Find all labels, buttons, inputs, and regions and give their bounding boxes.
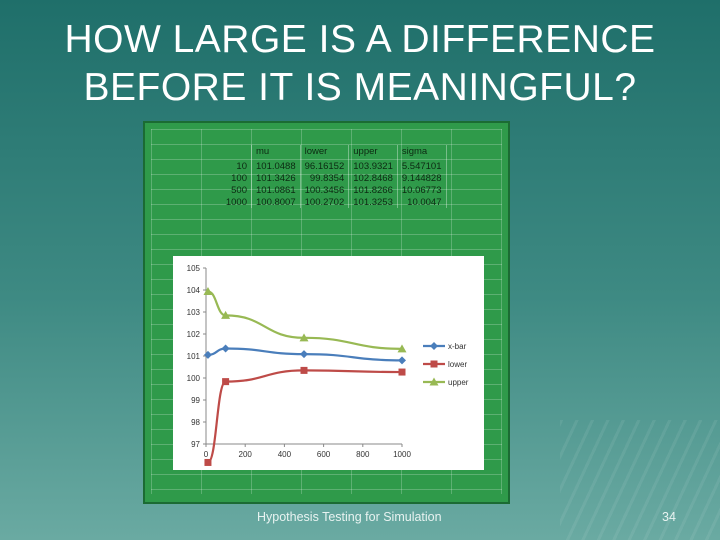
series-line-x-bar bbox=[207, 347, 403, 362]
data-point-upper bbox=[299, 333, 309, 342]
slide-title: HOW LARGE IS A DIFFERENCE BEFORE IT IS M… bbox=[0, 16, 720, 112]
chart-canvas: 105 104 103 102 101 100 99 98 97 0 200 400 600 800 100… bbox=[187, 264, 469, 466]
legend-marker-lower bbox=[430, 360, 438, 368]
table-cell: 10.0047 bbox=[397, 196, 447, 208]
table-row: 500 101.0861 100.3456 101.8266 10.06773 bbox=[217, 184, 447, 196]
y-tick-label: 104 bbox=[187, 286, 201, 295]
header-cell-sigma: sigma bbox=[397, 145, 447, 160]
x-tick-label: 1000 bbox=[393, 450, 411, 459]
header-cell-blank bbox=[217, 145, 252, 160]
table-cell: 100.2702 bbox=[300, 196, 350, 208]
x-tick-label: 0 bbox=[204, 450, 209, 459]
table-cell: 1000 bbox=[217, 196, 252, 208]
slide-footer: Hypothesis Testing for Simulation bbox=[257, 510, 442, 524]
table-cell: 100.8007 bbox=[251, 196, 301, 208]
data-point-x-bar bbox=[203, 350, 212, 359]
table-cell: 10.06773 bbox=[397, 184, 447, 196]
data-point-upper bbox=[221, 310, 231, 319]
table-cell: 103.9321 bbox=[348, 160, 398, 172]
data-point-upper bbox=[203, 286, 213, 295]
data-point-x-bar bbox=[221, 344, 230, 353]
y-tick-label: 99 bbox=[191, 396, 200, 405]
data-point-x-bar bbox=[398, 356, 406, 365]
x-tick-label: 600 bbox=[317, 450, 331, 459]
y-tick-label: 102 bbox=[187, 330, 201, 339]
series-line-lower bbox=[206, 369, 403, 464]
legend-label-upper: upper bbox=[448, 378, 469, 387]
x-tick-label: 400 bbox=[278, 450, 292, 459]
legend-marker-upper bbox=[429, 377, 439, 386]
header-cell-upper: upper bbox=[348, 145, 398, 160]
title-line-2: BEFORE IT IS MEANINGFUL? bbox=[83, 66, 637, 109]
title-line-1: HOW LARGE IS A DIFFERENCE bbox=[64, 18, 656, 61]
table-cell: 100.3456 bbox=[300, 184, 350, 196]
data-point-x-bar bbox=[300, 350, 308, 359]
legend-label-lower: lower bbox=[448, 360, 467, 369]
data-point-lower bbox=[204, 458, 212, 466]
x-tick-label: 200 bbox=[239, 450, 253, 459]
table-cell: 102.8468 bbox=[348, 172, 398, 184]
table-cell: 101.8266 bbox=[348, 184, 398, 196]
y-tick-label: 103 bbox=[187, 308, 201, 317]
page-number: 34 bbox=[662, 510, 676, 524]
table-cell: 101.3253 bbox=[348, 196, 398, 208]
table-header-row: mu lower upper sigma bbox=[217, 145, 447, 160]
table-cell: 101.0488 bbox=[251, 160, 301, 172]
background-decoration bbox=[560, 420, 720, 540]
table-row: 10 101.0488 96.16152 103.9321 5.547101 bbox=[217, 160, 447, 172]
y-tick-label: 100 bbox=[187, 374, 201, 383]
table-cell: 10 bbox=[217, 160, 252, 172]
data-point-upper bbox=[397, 344, 407, 353]
table-cell: 500 bbox=[217, 184, 252, 196]
table-cell: 99.8354 bbox=[300, 172, 350, 184]
legend-marker-x-bar bbox=[430, 342, 438, 350]
header-cell-mu: mu bbox=[251, 145, 301, 160]
y-tick-label: 98 bbox=[191, 418, 200, 427]
table-row: 1000 100.8007 100.2702 101.3253 10.0047 bbox=[217, 196, 447, 208]
table-cell: 9.144828 bbox=[397, 172, 447, 184]
series-line-upper bbox=[207, 290, 403, 350]
y-tick-label: 97 bbox=[191, 440, 200, 449]
data-point-lower bbox=[222, 378, 230, 386]
table-cell: 100 bbox=[217, 172, 252, 184]
table-cell: 96.16152 bbox=[300, 160, 350, 172]
table-cell: 101.3426 bbox=[251, 172, 301, 184]
legend-label-x-bar: x-bar bbox=[448, 342, 467, 351]
table-cell: 5.547101 bbox=[397, 160, 447, 172]
results-table: mu lower upper sigma 10 101.0488 96.1615… bbox=[217, 145, 447, 208]
data-point-lower bbox=[300, 366, 308, 374]
y-tick-label: 101 bbox=[187, 352, 201, 361]
line-chart: 105 104 103 102 101 100 99 98 97 0 200 400 600 800 100… bbox=[173, 256, 484, 470]
data-point-lower bbox=[398, 368, 406, 376]
table-cell: 101.0861 bbox=[251, 184, 301, 196]
y-tick-label: 105 bbox=[187, 264, 201, 273]
header-cell-lower: lower bbox=[300, 145, 350, 160]
x-tick-label: 800 bbox=[356, 450, 370, 459]
table-row: 100 101.3426 99.8354 102.8468 9.144828 bbox=[217, 172, 447, 184]
